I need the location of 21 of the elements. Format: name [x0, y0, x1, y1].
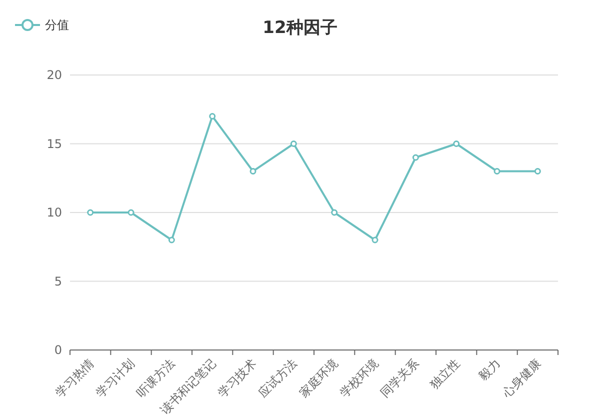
point — [168, 236, 175, 244]
point — [209, 113, 216, 120]
point — [494, 168, 500, 174]
y-tick-label: 20 — [46, 68, 62, 82]
point — [372, 236, 378, 244]
point — [331, 209, 338, 216]
y-tick-label: 15 — [46, 136, 62, 151]
point — [290, 140, 297, 147]
chart-title: 12种因子 — [262, 18, 338, 38]
point — [412, 154, 419, 161]
y-tick-label: 0 — [54, 343, 62, 357]
y-tick-label: 5 — [54, 274, 62, 288]
point — [534, 168, 541, 174]
point — [453, 140, 460, 147]
x-tick-label: 学习热情 — [52, 356, 96, 400]
y-tick-label: 10 — [46, 206, 62, 220]
point — [250, 168, 256, 174]
point — [128, 209, 134, 216]
x-tick-label: 独立性 — [427, 356, 462, 392]
point — [87, 209, 94, 216]
legend-label: 分值 — [45, 18, 69, 32]
